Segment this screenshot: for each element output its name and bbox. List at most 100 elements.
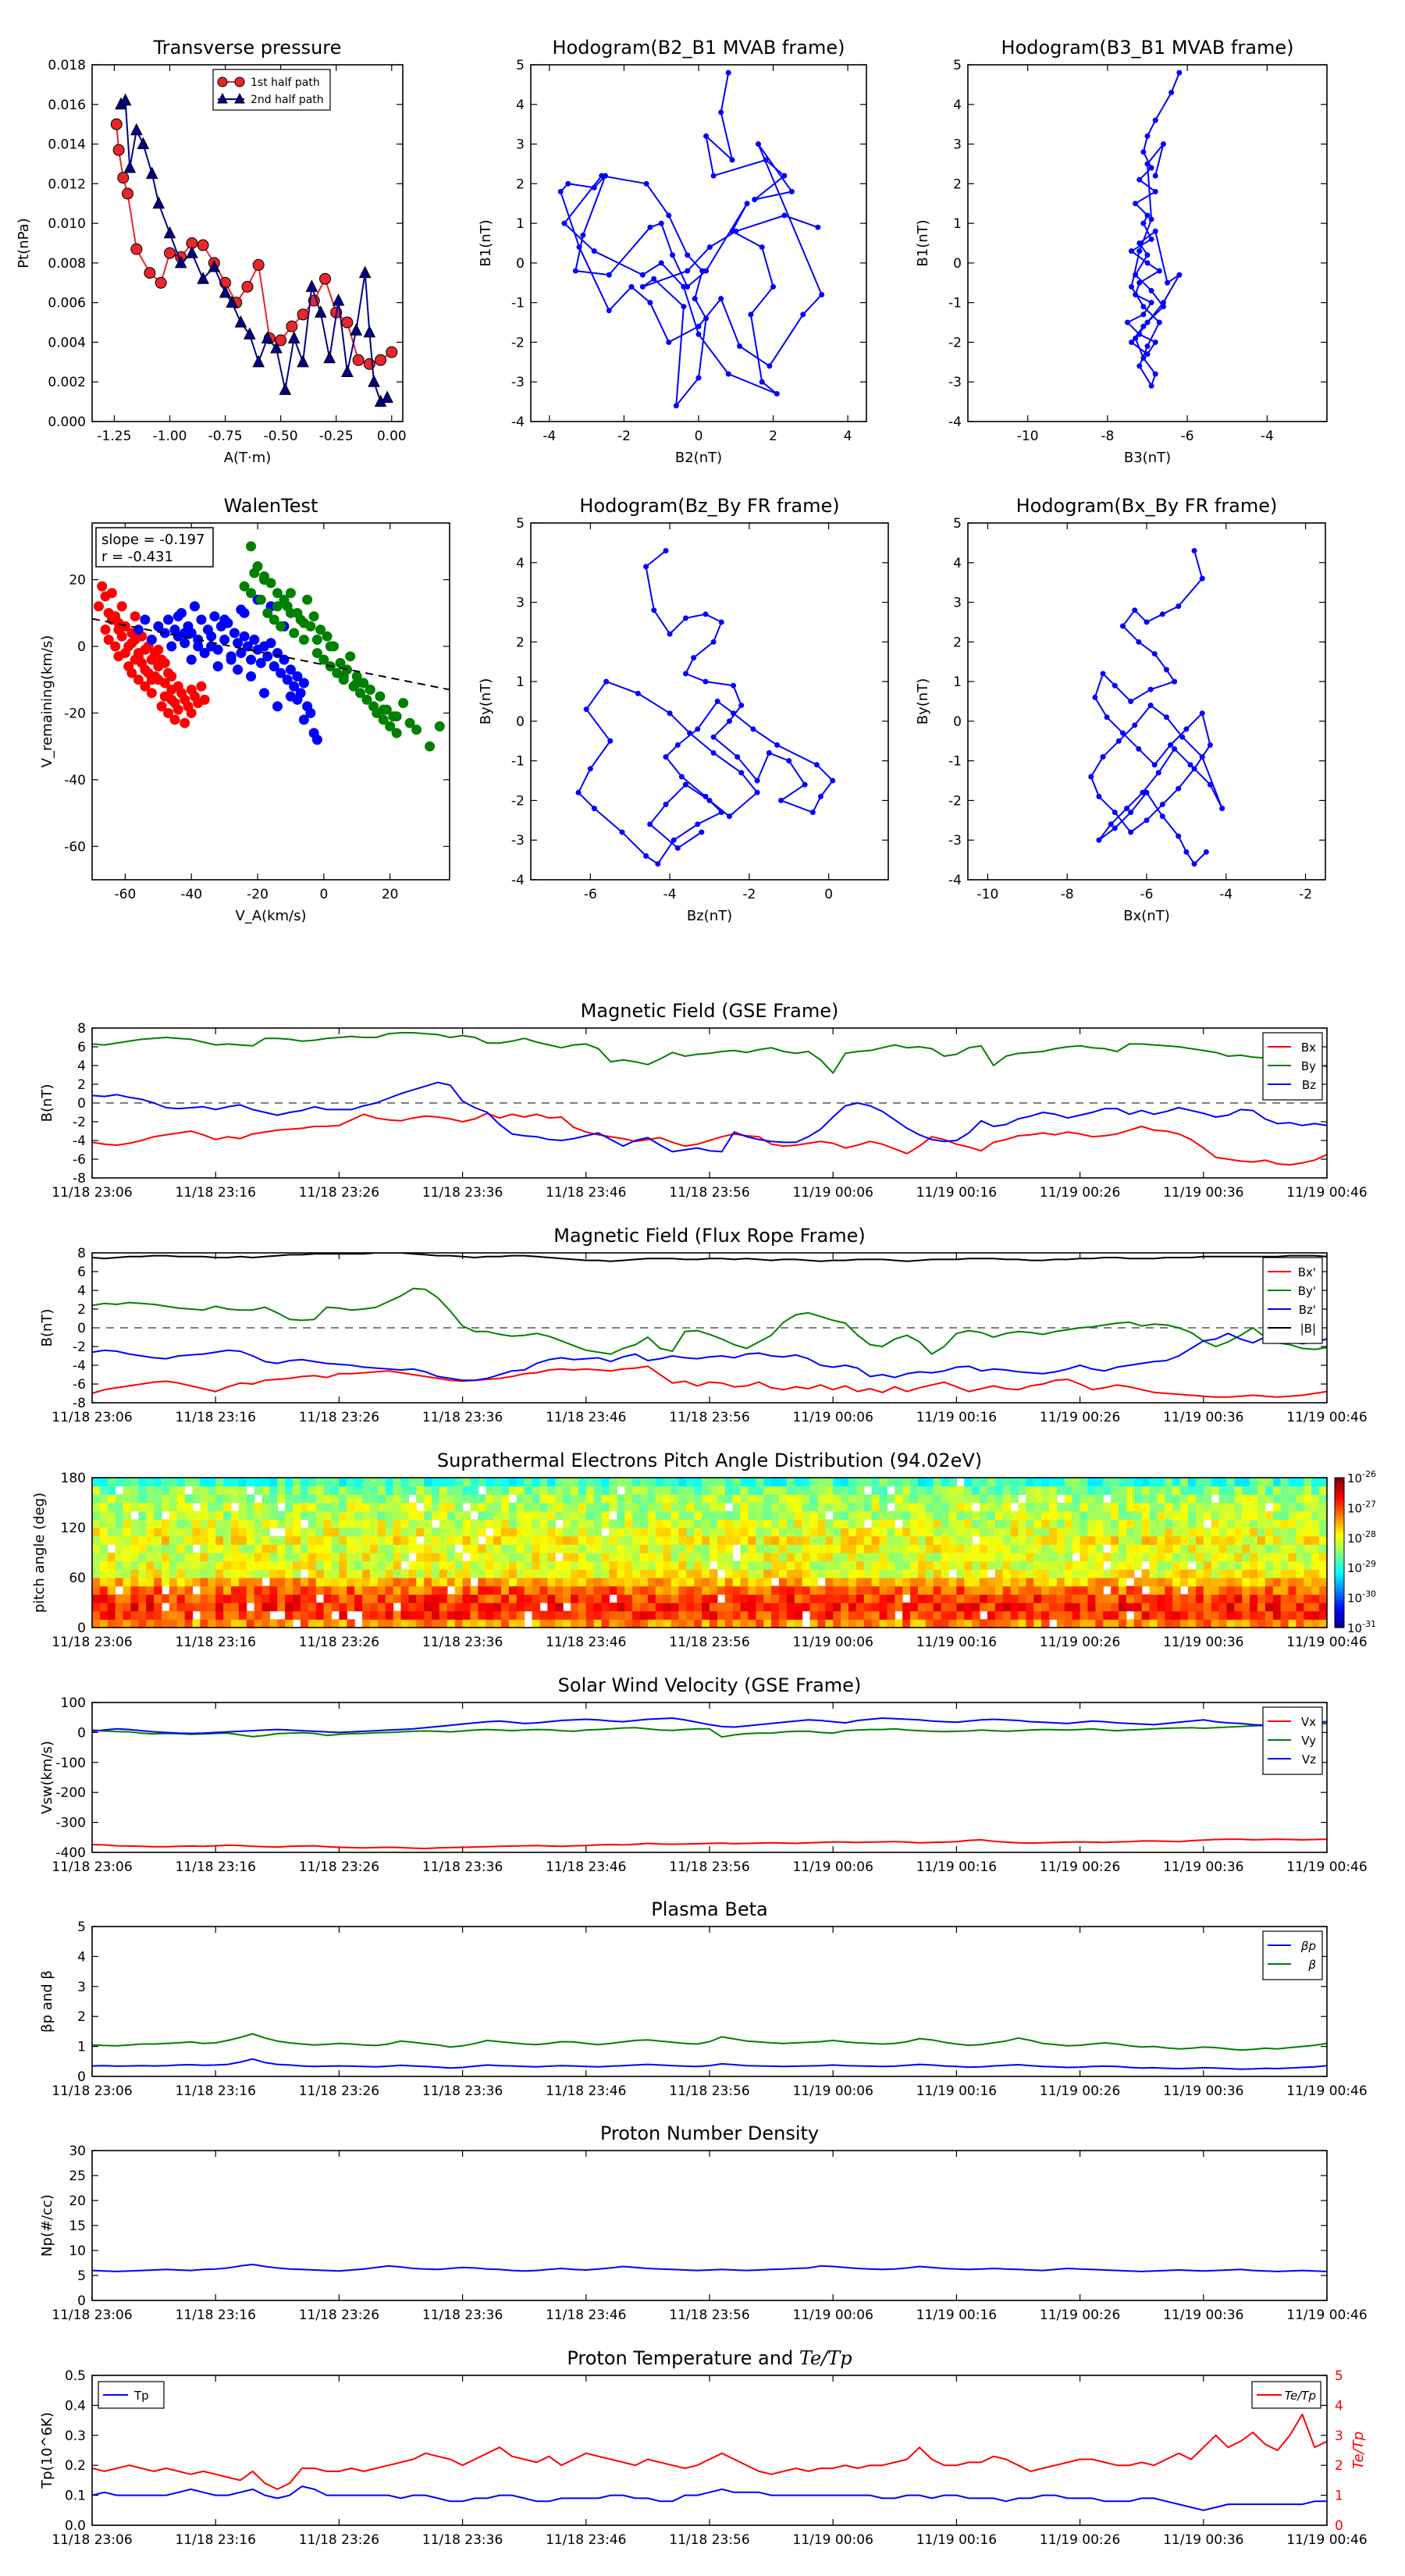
- heatmap-cell: [1203, 1569, 1212, 1578]
- heatmap-cell: [1226, 1519, 1235, 1528]
- data-point: [687, 730, 693, 736]
- heatmap-cell: [678, 1494, 687, 1503]
- heatmap-cell: [794, 1619, 803, 1628]
- series-line-0: [116, 124, 393, 365]
- heatmap-cell: [1311, 1494, 1320, 1503]
- heatmap-cell: [285, 1519, 293, 1528]
- heatmap-cell: [694, 1544, 702, 1553]
- heatmap-cell: [825, 1535, 834, 1545]
- heatmap-cell: [941, 1510, 950, 1520]
- heatmap-cell: [377, 1553, 386, 1562]
- heatmap-cell: [987, 1560, 996, 1570]
- heatmap-cell: [717, 1603, 726, 1612]
- heatmap-cell: [347, 1619, 355, 1628]
- series-line-bz-: [92, 1332, 1327, 1382]
- heatmap-cell: [724, 1528, 734, 1537]
- y-axis-label: Tp(10^6K): [39, 2412, 55, 2489]
- data-point: [1129, 339, 1135, 345]
- y2-tick-label: 3: [1335, 2428, 1343, 2444]
- heatmap-cell: [1018, 1544, 1026, 1553]
- colorbar-step: [1335, 1570, 1344, 1574]
- data-point: [1129, 283, 1135, 290]
- heatmap-cell: [130, 1578, 139, 1587]
- heatmap-cell: [184, 1553, 194, 1562]
- heatmap-cell: [686, 1560, 695, 1570]
- data-point-circle: [155, 276, 167, 289]
- scatter-point: [345, 651, 356, 662]
- heatmap-cell: [269, 1560, 278, 1570]
- heatmap-cell: [285, 1485, 293, 1495]
- heatmap-cell: [632, 1535, 641, 1545]
- heatmap-cell: [1311, 1544, 1320, 1553]
- heatmap-cell: [871, 1519, 880, 1528]
- data-point-triangle: [341, 365, 354, 378]
- heatmap-cell: [1304, 1510, 1312, 1520]
- heatmap-cell: [230, 1553, 240, 1562]
- heatmap-cell: [670, 1535, 680, 1545]
- colorbar-step: [1335, 1487, 1344, 1491]
- heatmap-cell: [1311, 1528, 1320, 1537]
- heatmap-cell: [724, 1478, 734, 1487]
- heatmap-cell: [571, 1619, 579, 1628]
- heatmap-cell: [354, 1544, 363, 1553]
- heatmap-cell: [269, 1478, 278, 1487]
- heatmap-cell: [1257, 1478, 1266, 1487]
- heatmap-cell: [987, 1503, 996, 1512]
- scatter-point: [289, 681, 300, 692]
- heatmap-cell: [1288, 1603, 1297, 1612]
- heatmap-cell: [964, 1578, 973, 1587]
- data-point: [1136, 745, 1142, 752]
- heatmap-cell: [501, 1510, 510, 1520]
- heatmap-cell: [1296, 1535, 1304, 1545]
- heatmap-cell: [362, 1569, 371, 1578]
- heatmap-cell: [377, 1535, 386, 1545]
- colorbar-step: [1335, 1482, 1344, 1486]
- heatmap-cell: [1095, 1519, 1104, 1528]
- heatmap-cell: [994, 1485, 1004, 1495]
- heatmap-cell: [740, 1578, 749, 1587]
- heatmap-cell: [184, 1610, 194, 1620]
- heatmap-cell: [1126, 1603, 1135, 1612]
- heatmap-cell: [208, 1478, 216, 1487]
- scatter-point: [315, 624, 326, 635]
- heatmap-cell: [223, 1528, 232, 1537]
- heatmap-cell: [115, 1603, 124, 1612]
- heatmap-cell: [238, 1585, 247, 1595]
- heatmap-cell: [771, 1569, 780, 1578]
- y-tick-label: 3: [77, 1980, 86, 1995]
- heatmap-cell: [254, 1535, 263, 1545]
- heatmap-cell: [446, 1569, 456, 1578]
- heatmap-cell: [1304, 1610, 1312, 1620]
- heatmap-cell: [972, 1560, 980, 1570]
- heatmap-cell: [678, 1578, 687, 1587]
- heatmap-cell: [1026, 1494, 1034, 1503]
- heatmap-cell: [694, 1603, 702, 1612]
- heatmap-cell: [964, 1594, 973, 1603]
- heatmap-cell: [323, 1594, 333, 1603]
- heatmap-cell: [756, 1528, 764, 1537]
- scatter-point: [140, 614, 151, 625]
- series-line-te-tp: [92, 2413, 1327, 2490]
- data-point-triangle: [130, 123, 143, 136]
- heatmap-cell: [817, 1503, 826, 1512]
- data-point: [731, 682, 737, 688]
- chart-title: Magnetic Field (GSE Frame): [581, 1000, 839, 1022]
- heatmap-cell: [1211, 1478, 1220, 1487]
- data-point: [725, 69, 731, 76]
- heatmap-cell: [578, 1585, 587, 1595]
- heatmap-cell: [1010, 1494, 1019, 1503]
- x-tick-label: 0.00: [377, 429, 407, 444]
- heatmap-cell: [933, 1485, 942, 1495]
- data-point-circle: [144, 267, 156, 279]
- heatmap-cell: [1041, 1510, 1050, 1520]
- heatmap-cell: [1133, 1603, 1143, 1612]
- heatmap-cell: [871, 1603, 880, 1612]
- heatmap-cell: [277, 1485, 286, 1495]
- heatmap-cell: [624, 1619, 633, 1628]
- data-point: [1144, 343, 1151, 350]
- heatmap-cell: [647, 1494, 656, 1503]
- heatmap-cell: [454, 1569, 464, 1578]
- heatmap-cell: [1103, 1485, 1112, 1495]
- x-tick-label: 11/19 00:06: [793, 2532, 873, 2548]
- heatmap-cell: [771, 1535, 780, 1545]
